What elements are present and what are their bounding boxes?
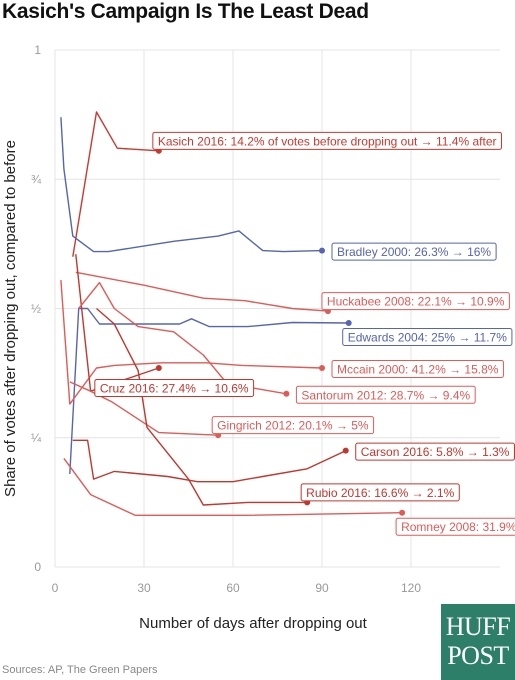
series-label: Mccain 2000: 41.2% → 15.8% [331,359,504,378]
y-tick-label: 0 [34,560,41,574]
series-endpoint [319,364,325,371]
x-tick-label: 120 [401,581,421,595]
series-label-box [152,131,503,150]
x-axis-label: Number of days after dropping out [139,615,367,632]
y-tick-label: ¾ [31,172,42,186]
series-line [60,117,323,253]
x-tick-label: 90 [315,581,329,595]
source-note: Sources: AP, The Green Papers [2,664,158,676]
series-line [60,280,323,405]
series-label: Edwards 2004: 25% → 11.7% [342,327,513,346]
series-label: Rubio 2016: 16.6% → 2.1% [300,483,460,502]
y-tick-label: ¼ [31,431,42,445]
series-label-text: Kasich 2016: 14.2% of votes before dropp… [158,134,497,148]
series-label-text: Huckabee 2008: 22.1% → 10.9% [327,295,505,309]
series-endpoint [342,447,349,454]
series-line [63,457,403,516]
huffpost-logo: HUFF POST [441,604,515,680]
series-label: Huckabee 2008: 22.1% → 10.9% [321,292,510,311]
y-tick-label: 1 [34,43,41,57]
series-label: Romney 2008: 31.9% → 3.4% [395,517,515,536]
logo-line-2: POST [447,641,509,670]
series-label: Cruz 2016: 27.4% → 10.6% [94,378,255,397]
x-tick-label: 0 [52,581,59,595]
series-label-box [331,242,497,261]
series-endpoint [345,319,352,326]
series-line [69,307,349,474]
series-line [78,281,287,395]
y-tick-label: ½ [31,302,41,316]
series-label-box [94,378,255,397]
x-tick-label: 60 [226,581,240,595]
series-endpoint [399,509,406,516]
y-axis-label: Share of votes after dropping out, compa… [2,140,19,497]
series-endpoint [283,390,290,397]
tick-labels: 0 30 60 90 120 0 ¼ ½ ¾ 1 [31,43,421,595]
series-endpoint [155,364,162,371]
series-line [72,111,159,257]
series-label-text: Bradley 2000: 26.3% → 16% [337,245,491,259]
series-label-box [321,292,510,311]
series-label: Carson 2016: 5.8% → 1.3% [355,442,515,461]
series-label-box [300,483,460,502]
chart-title: Kasich's Campaign Is The Least Dead [2,0,369,23]
series-label-text: Rubio 2016: 16.6% → 2.1% [306,486,454,500]
series-label-text: Romney 2008: 31.9% → 3.4% [401,520,515,534]
series-label-text: Edwards 2004: 25% → 11.7% [348,330,508,344]
series-label: Santorum 2012: 28.7% → 9.4% [295,385,476,404]
series-label-text: Gingrich 2012: 20.1% → 5% [217,419,369,433]
series-label-box [395,517,515,536]
series-endpoint [319,247,325,254]
x-tick-label: 30 [137,581,151,595]
series-label: Gingrich 2012: 20.1% → 5% [211,416,375,435]
logo-line-1: HUFF [445,612,511,641]
series-labels: Kasich 2016: 14.2% of votes before dropp… [94,131,515,536]
series-label: Kasich 2016: 14.2% of votes before dropp… [152,131,503,150]
series-label-box [331,359,504,378]
series-line [72,439,346,483]
series-label-box [211,416,375,435]
series-line [96,307,308,506]
series-lines [60,111,406,516]
series-label-box [355,442,515,461]
series-label: Bradley 2000: 26.3% → 16% [331,242,497,261]
series-label-text: Mccain 2000: 41.2% → 15.8% [337,362,499,376]
series-line [69,381,219,436]
series-label-text: Cruz 2016: 27.4% → 10.6% [100,381,249,395]
series-label-text: Carson 2016: 5.8% → 1.3% [361,445,510,459]
series-label-box [342,327,513,346]
series-line [75,271,328,312]
series-label-box [295,385,476,404]
series-label-text: Santorum 2012: 28.7% → 9.4% [301,388,470,402]
